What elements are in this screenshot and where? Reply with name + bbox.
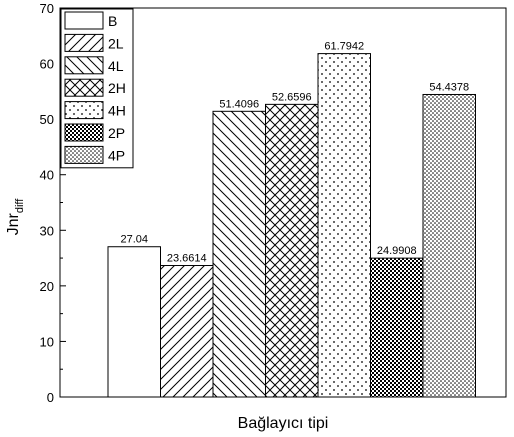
- legend-label-4p: 4P: [108, 147, 125, 163]
- legend-label-2p: 2P: [108, 125, 125, 141]
- y-axis-title: Jnrdiff: [5, 198, 26, 236]
- legend-label-b: B: [108, 13, 117, 29]
- y-tick-label: 60: [40, 57, 54, 72]
- bar-2p: [370, 257, 424, 398]
- data-label-4l: 51.4096: [219, 98, 259, 110]
- legend-label-4h: 4H: [108, 103, 126, 119]
- bar-2l: [160, 265, 214, 398]
- data-label-2p: 24.9908: [377, 245, 417, 257]
- data-label-2l: 23.6614: [167, 253, 207, 265]
- bar-4l: [212, 110, 266, 398]
- data-label-2h: 52.6596: [272, 91, 312, 103]
- y-axis-title-main: Jnr: [5, 212, 22, 235]
- y-tick-label: 20: [40, 279, 54, 294]
- y-tick-label: 40: [40, 168, 54, 183]
- y-axis-title-sub: diff: [14, 198, 26, 213]
- bars-layer: [107, 53, 476, 398]
- y-tick-label: 50: [40, 112, 54, 127]
- legend-swatch-4l: [64, 56, 104, 75]
- data-label-4p: 54.4378: [429, 81, 469, 93]
- legend-swatch-4h: [64, 101, 104, 120]
- plot-frame: [59, 7, 507, 398]
- y-tick-label: 0: [47, 390, 54, 405]
- bar-4h: [317, 53, 371, 398]
- legend-label-4l: 4L: [108, 58, 124, 74]
- legend-swatch-4p: [64, 145, 104, 164]
- data-label-4h: 61.7942: [324, 41, 364, 53]
- legend-swatch-2l: [64, 33, 104, 52]
- data-labels-layer: 27.04 23.6614 51.4096 52.6596 61.7942 24.9908…: [120, 41, 469, 265]
- x-axis-title: Bağlayıcı tipi: [238, 415, 329, 432]
- y-tick-label: 70: [40, 1, 54, 16]
- legend: B 2L 4L 2H 4H 2P 4P: [60, 8, 134, 169]
- y-tick-label: 10: [40, 334, 54, 349]
- legend-swatch-2h: [64, 78, 104, 97]
- y-tick-label: 30: [40, 223, 54, 238]
- legend-swatch-2p: [64, 123, 104, 142]
- legend-label-2l: 2L: [108, 35, 124, 51]
- bar-4p: [422, 93, 476, 398]
- legend-label-2h: 2H: [108, 80, 126, 96]
- bar-b: [107, 246, 161, 398]
- legend-swatch-b: [64, 11, 104, 30]
- data-label-b: 27.04: [120, 234, 148, 246]
- bar-2h: [265, 103, 319, 398]
